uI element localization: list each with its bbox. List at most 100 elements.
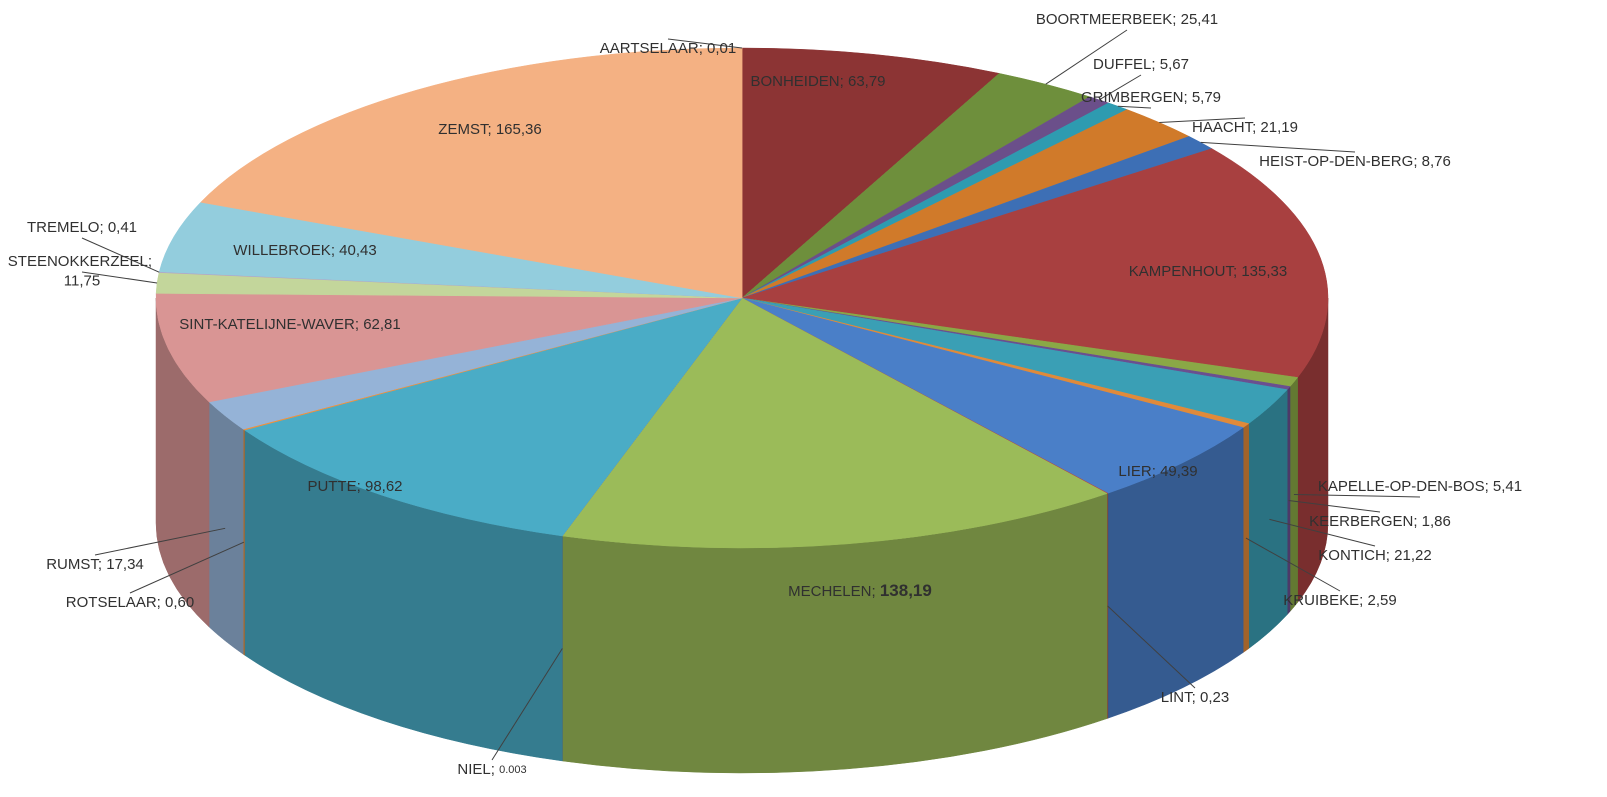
label-separator: ; <box>1413 153 1421 170</box>
label-separator: ; <box>1233 263 1241 280</box>
label-name: BOORTMEERBEEK <box>1036 11 1172 28</box>
pie-tops <box>155 47 1329 549</box>
slice <box>155 293 743 403</box>
label-value: 0,41 <box>108 219 137 236</box>
label-separator: ; <box>1485 478 1493 495</box>
data-label: WILLEBROEK; 40,43 <box>233 242 376 259</box>
data-label: KAMPENHOUT; 135,33 <box>1129 263 1287 280</box>
label-value: 21,22 <box>1394 547 1432 564</box>
label-separator: ; <box>487 121 495 138</box>
label-value: 2,59 <box>1368 592 1397 609</box>
data-label: ZEMST; 165,36 <box>438 121 541 138</box>
data-label: GRIMBERGEN; 5,79 <box>1081 89 1221 106</box>
label-separator: ; <box>98 556 106 573</box>
label-separator: ; <box>1252 119 1260 136</box>
data-label: LIER; 49,39 <box>1118 463 1197 480</box>
label-name: ROTSELAAR <box>66 594 157 611</box>
leader-line <box>1107 605 1196 689</box>
label-separator: ; <box>1192 689 1200 706</box>
leader-line <box>1288 500 1381 513</box>
label-separator: ; <box>1151 56 1159 73</box>
label-name: RUMST <box>46 556 99 573</box>
leader-line <box>1045 29 1128 85</box>
label-value: 63,79 <box>848 73 886 90</box>
label-name: TREMELO <box>27 219 100 236</box>
label-name: AARTSELAAR <box>600 40 699 57</box>
data-label: TREMELO; 0,41 <box>27 219 137 236</box>
leader-line <box>1200 141 1356 153</box>
label-separator: ; <box>357 478 365 495</box>
leader-line <box>1117 105 1152 109</box>
leader-line <box>1098 74 1142 101</box>
label-name: KRUIBEKE <box>1283 592 1359 609</box>
slice-side <box>208 401 244 655</box>
leader-line <box>94 527 226 556</box>
label-value: 1,86 <box>1422 513 1451 530</box>
label-separator: ; <box>99 219 107 236</box>
label-name: BONHEIDEN <box>750 73 839 90</box>
leader-line <box>81 271 158 284</box>
data-label: LINT; 0,23 <box>1161 689 1229 706</box>
label-separator: ; <box>157 594 165 611</box>
leader-line <box>1269 518 1376 547</box>
label-separator: ; <box>872 583 880 600</box>
leader-line <box>667 38 743 49</box>
data-label: HAACHT; 21,19 <box>1192 119 1298 136</box>
leader-line <box>1293 493 1421 498</box>
label-value: 5,79 <box>1192 89 1221 106</box>
label-name: ZEMST <box>438 121 489 138</box>
label-separator: ; <box>355 316 363 333</box>
data-label: KAPELLE-OP-DEN-BOS; 5,41 <box>1318 478 1522 495</box>
label-value: 0,01 <box>707 40 736 57</box>
label-name: HEIST-OP-DEN-BERG <box>1259 153 1413 170</box>
label-name: STEENOKKERZEEL <box>8 253 148 270</box>
leader-line <box>491 648 563 761</box>
label-separator: ; <box>491 761 499 778</box>
label-separator: ; <box>1359 592 1367 609</box>
slice-side <box>1248 388 1288 650</box>
label-separator: ; <box>699 40 707 57</box>
label-separator: ; <box>1152 463 1160 480</box>
label-value: 40,43 <box>339 242 377 259</box>
data-label: SINT-KATELIJNE-WAVER; 62,81 <box>179 316 400 333</box>
data-label: ROTSELAAR; 0,60 <box>66 594 194 611</box>
label-value: 135,33 <box>1241 263 1287 280</box>
slice <box>741 47 1000 299</box>
data-label: RUMST; 17,34 <box>46 556 144 573</box>
label-name: WILLEBROEK <box>233 242 331 259</box>
label-separator: ; <box>1386 547 1394 564</box>
label-value: 8,76 <box>1422 153 1451 170</box>
label-value: 17,34 <box>106 556 144 573</box>
data-label: AARTSELAAR; 0,01 <box>600 40 736 57</box>
label-value: 49,39 <box>1160 463 1198 480</box>
slice <box>158 202 743 299</box>
label-separator: ; <box>331 242 339 259</box>
data-label: BOORTMEERBEEK; 25,41 <box>1036 11 1218 28</box>
leader-line <box>1159 117 1246 123</box>
data-label: BONHEIDEN; 63,79 <box>750 73 885 90</box>
data-label: HEIST-OP-DEN-BERG; 8,76 <box>1259 153 1451 170</box>
data-label: KONTICH; 21,22 <box>1318 547 1431 564</box>
label-name: KAPELLE-OP-DEN-BOS <box>1318 478 1485 495</box>
slice <box>561 297 1108 549</box>
label-name: LINT <box>1161 689 1193 706</box>
label-name: DUFFEL <box>1093 56 1151 73</box>
data-label: KEERBERGEN; 1,86 <box>1309 513 1451 530</box>
label-value: 5,67 <box>1160 56 1189 73</box>
label-name: PUTTE <box>307 478 356 495</box>
pie-sides <box>155 297 1329 774</box>
label-name: KEERBERGEN <box>1309 513 1413 530</box>
slice-side <box>1242 423 1249 654</box>
data-label: KRUIBEKE; 2,59 <box>1283 592 1396 609</box>
slice <box>243 297 743 537</box>
label-name: SINT-KATELIJNE-WAVER <box>179 316 355 333</box>
leader-line <box>129 541 245 594</box>
label-name: KONTICH <box>1318 547 1386 564</box>
label-separator: ; <box>148 253 156 270</box>
data-label: NIEL; 0.003 <box>457 761 526 778</box>
label-name: GRIMBERGEN <box>1081 89 1184 106</box>
data-label: DUFFEL; 5,67 <box>1093 56 1189 73</box>
data-label: MECHELEN; 138,19 <box>788 581 932 600</box>
label-value: 0,23 <box>1200 689 1229 706</box>
label-value: 62,81 <box>363 316 401 333</box>
